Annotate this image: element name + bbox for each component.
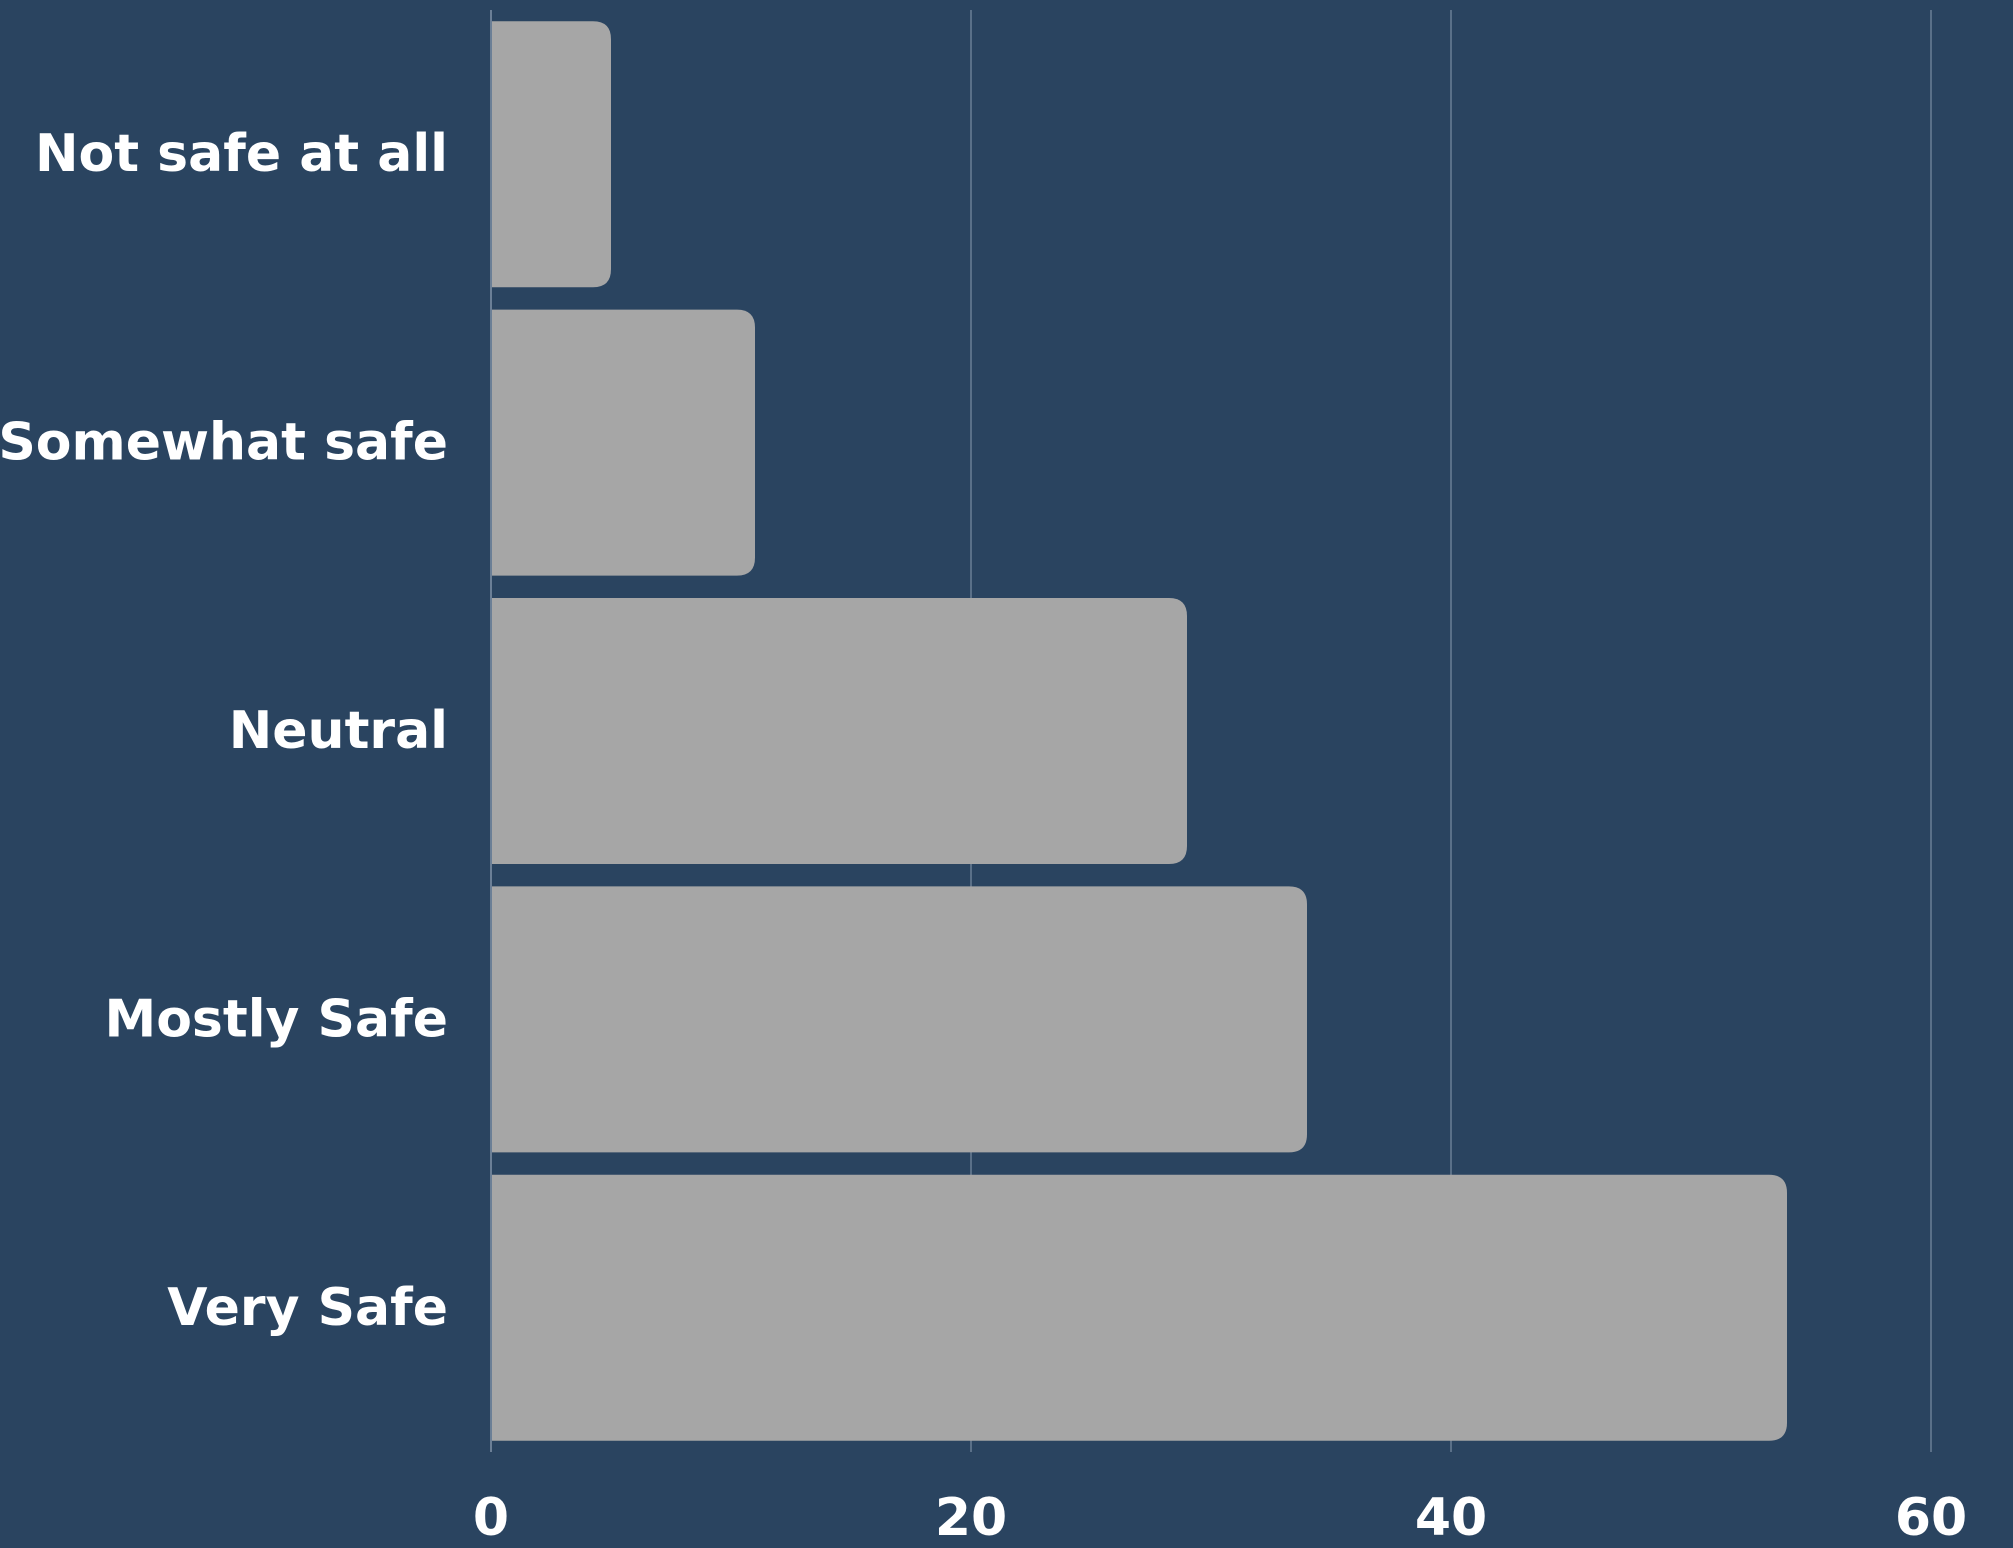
bar-not-safe-at-all xyxy=(491,21,611,288)
bar-neutral xyxy=(491,598,1187,864)
bar-layer xyxy=(491,21,1787,1441)
bar-somewhat-safe xyxy=(491,309,755,576)
x-tick-label: 0 xyxy=(473,1488,509,1544)
category-label: Somewhat safe xyxy=(0,413,448,473)
category-label: Neutral xyxy=(229,701,448,761)
bar-very-safe xyxy=(491,1174,1787,1441)
x-tick-label: 40 xyxy=(1415,1488,1487,1544)
category-label: Not safe at all xyxy=(35,124,448,184)
category-label: Very Safe xyxy=(167,1278,448,1338)
x-tick-label: 60 xyxy=(1895,1488,1967,1544)
bar-mostly-safe xyxy=(491,886,1307,1153)
x-tick-label: 20 xyxy=(935,1488,1007,1544)
category-label: Mostly Safe xyxy=(104,989,448,1049)
label-layer: Not safe at all Somewhat safe Neutral Mostl… xyxy=(0,124,1967,1548)
